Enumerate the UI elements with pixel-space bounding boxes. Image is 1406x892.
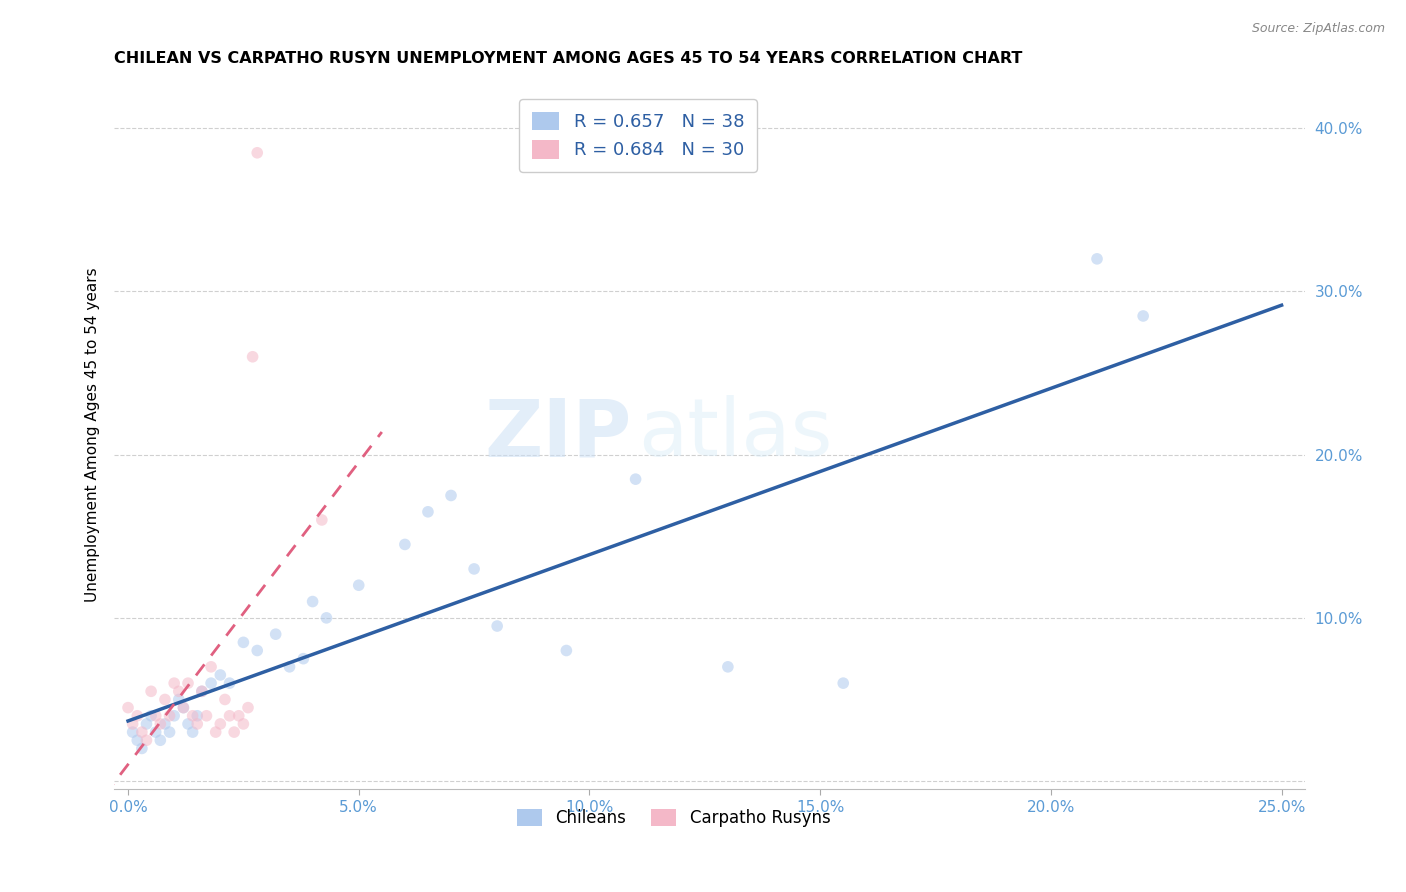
Point — [139, 708, 162, 723]
Point — [440, 488, 463, 502]
Point — [209, 717, 232, 731]
Point — [246, 643, 269, 657]
Point — [149, 717, 172, 731]
Text: atlas: atlas — [638, 395, 832, 474]
Point — [218, 708, 240, 723]
Point — [832, 676, 855, 690]
Point — [214, 692, 236, 706]
Point — [131, 725, 153, 739]
Point — [232, 635, 254, 649]
Point — [145, 725, 167, 739]
Point — [624, 472, 647, 486]
Point — [200, 676, 222, 690]
Point — [224, 725, 246, 739]
Point — [191, 684, 214, 698]
Point — [232, 717, 254, 731]
Point — [181, 708, 204, 723]
Point — [186, 708, 208, 723]
Text: Source: ZipAtlas.com: Source: ZipAtlas.com — [1251, 22, 1385, 36]
Point — [177, 717, 200, 731]
Point — [204, 725, 226, 739]
Point — [172, 700, 194, 714]
Point — [1132, 309, 1154, 323]
Point — [278, 660, 301, 674]
Point — [236, 700, 259, 714]
Point — [209, 668, 232, 682]
Point — [195, 708, 218, 723]
Point — [463, 562, 485, 576]
Point — [416, 505, 439, 519]
Point — [292, 651, 315, 665]
Point — [159, 725, 181, 739]
Point — [163, 676, 186, 690]
Point — [246, 145, 269, 160]
Y-axis label: Unemployment Among Ages 45 to 54 years: Unemployment Among Ages 45 to 54 years — [86, 267, 100, 601]
Text: CHILEAN VS CARPATHO RUSYN UNEMPLOYMENT AMONG AGES 45 TO 54 YEARS CORRELATION CHA: CHILEAN VS CARPATHO RUSYN UNEMPLOYMENT A… — [114, 51, 1022, 66]
Point — [163, 708, 186, 723]
Point — [186, 717, 208, 731]
Point — [311, 513, 333, 527]
Point — [347, 578, 370, 592]
Point — [121, 717, 143, 731]
Text: ZIP: ZIP — [485, 395, 633, 474]
Point — [177, 676, 200, 690]
Point — [139, 684, 162, 698]
Point — [315, 611, 337, 625]
Point — [181, 725, 204, 739]
Point — [200, 660, 222, 674]
Point — [159, 708, 181, 723]
Point — [191, 684, 214, 698]
Point — [145, 708, 167, 723]
Point — [127, 733, 149, 747]
Point — [717, 660, 740, 674]
Point — [135, 717, 157, 731]
Point — [555, 643, 578, 657]
Point — [242, 350, 264, 364]
Point — [264, 627, 287, 641]
Point — [1085, 252, 1108, 266]
Point — [394, 537, 416, 551]
Point — [486, 619, 509, 633]
Point — [172, 700, 194, 714]
Legend: Chileans, Carpatho Rusyns: Chileans, Carpatho Rusyns — [510, 803, 837, 834]
Point — [218, 676, 240, 690]
Point — [127, 708, 149, 723]
Point — [153, 717, 176, 731]
Point — [149, 733, 172, 747]
Point — [117, 700, 139, 714]
Point — [121, 725, 143, 739]
Point — [131, 741, 153, 756]
Point — [167, 684, 190, 698]
Point — [135, 733, 157, 747]
Point — [167, 692, 190, 706]
Point — [301, 594, 323, 608]
Point — [228, 708, 250, 723]
Point — [153, 692, 176, 706]
